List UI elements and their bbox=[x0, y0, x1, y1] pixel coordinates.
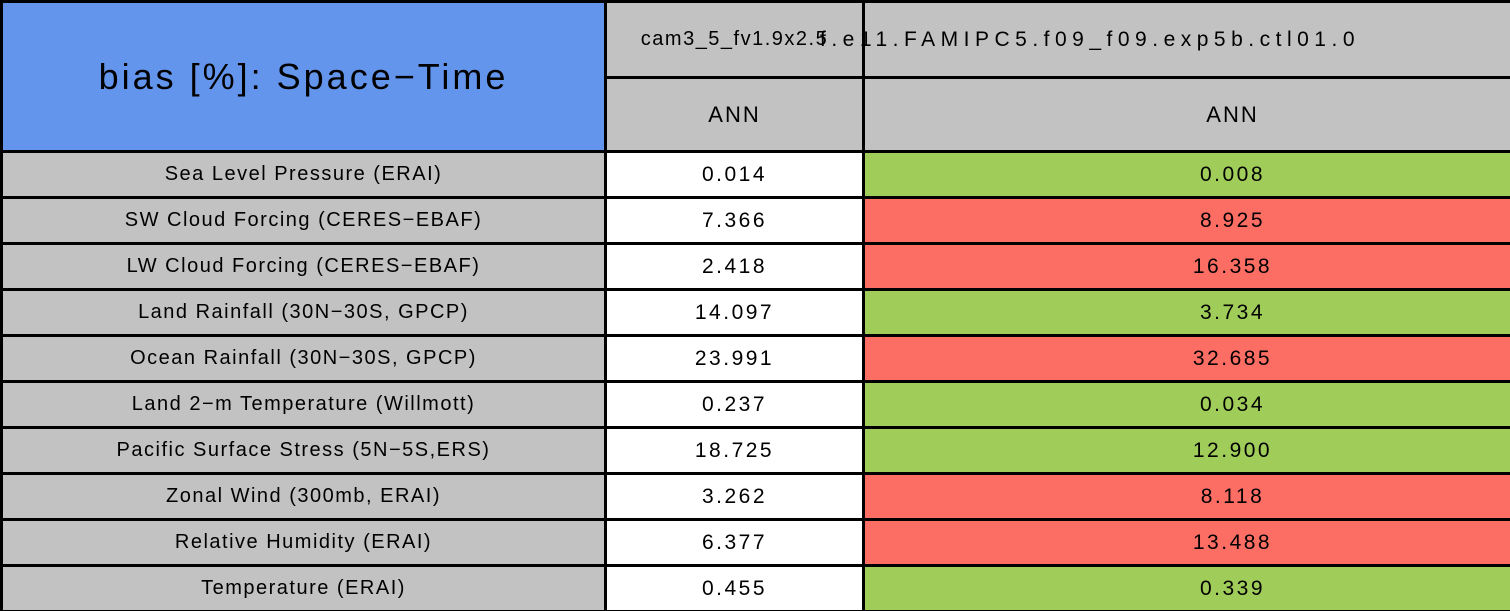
column-subheader-season-2: ANN bbox=[862, 76, 1510, 153]
column-header-model-2-label: f.e11.FAMIPC5.f09_f09.exp5b.ctl01.0 bbox=[820, 27, 1360, 51]
table-row: Relative Humidity (ERAI) 6.377 13.488 bbox=[0, 518, 1510, 567]
metric-label: Land Rainfall (30N−30S, GPCP) bbox=[0, 288, 607, 337]
value-cell-case1: 3.262 bbox=[604, 472, 865, 521]
value-cell-case1: 7.366 bbox=[604, 196, 865, 245]
column-subheader-season-1: ANN bbox=[604, 76, 865, 153]
table-row: SW Cloud Forcing (CERES−EBAF) 7.366 8.92… bbox=[0, 196, 1510, 245]
value-cell-case2: 32.685 bbox=[862, 334, 1510, 383]
table-row: Land 2−m Temperature (Willmott) 0.237 0.… bbox=[0, 380, 1510, 429]
value-cell-case2: 3.734 bbox=[862, 288, 1510, 337]
table-row: Land Rainfall (30N−30S, GPCP) 14.097 3.7… bbox=[0, 288, 1510, 337]
metric-label: LW Cloud Forcing (CERES−EBAF) bbox=[0, 242, 607, 291]
metric-label: Temperature (ERAI) bbox=[0, 564, 607, 611]
value-cell-case2: 12.900 bbox=[862, 426, 1510, 475]
value-cell-case1: 14.097 bbox=[604, 288, 865, 337]
table-row: Ocean Rainfall (30N−30S, GPCP) 23.991 32… bbox=[0, 334, 1510, 383]
table-row: LW Cloud Forcing (CERES−EBAF) 2.418 16.3… bbox=[0, 242, 1510, 291]
metric-label: Relative Humidity (ERAI) bbox=[0, 518, 607, 567]
header-row-seasons: ANN ANN bbox=[2, 76, 1510, 153]
value-cell-case1: 0.237 bbox=[604, 380, 865, 429]
value-cell-case1: 0.455 bbox=[604, 564, 865, 611]
value-cell-case1: 18.725 bbox=[604, 426, 865, 475]
metric-label: SW Cloud Forcing (CERES−EBAF) bbox=[0, 196, 607, 245]
value-cell-case1: 2.418 bbox=[604, 242, 865, 291]
value-cell-case2: 0.008 bbox=[862, 150, 1510, 199]
column-header-model-1: cam3_5_fv1.9x2.5 bbox=[604, 0, 865, 79]
value-cell-case2: 13.488 bbox=[862, 518, 1510, 567]
value-cell-case2: 8.925 bbox=[862, 196, 1510, 245]
table-title: bias [%]: Space−Time bbox=[0, 0, 607, 153]
value-cell-case2: 16.358 bbox=[862, 242, 1510, 291]
value-cell-case1: 23.991 bbox=[604, 334, 865, 383]
metric-label: Ocean Rainfall (30N−30S, GPCP) bbox=[0, 334, 607, 383]
table-row: Zonal Wind (300mb, ERAI) 3.262 8.118 bbox=[0, 472, 1510, 521]
metric-label: Zonal Wind (300mb, ERAI) bbox=[0, 472, 607, 521]
table-row: Temperature (ERAI) 0.455 0.339 bbox=[0, 564, 1510, 611]
table-row: Pacific Surface Stress (5N−5S,ERS) 18.72… bbox=[0, 426, 1510, 475]
value-cell-case1: 0.014 bbox=[604, 150, 865, 199]
value-cell-case2: 8.118 bbox=[862, 472, 1510, 521]
value-cell-case1: 6.377 bbox=[604, 518, 865, 567]
metric-label: Land 2−m Temperature (Willmott) bbox=[0, 380, 607, 429]
metric-label: Pacific Surface Stress (5N−5S,ERS) bbox=[0, 426, 607, 475]
value-cell-case2: 0.339 bbox=[862, 564, 1510, 611]
column-header-model-2: f.e11.FAMIPC5.f09_f09.exp5b.ctl01.0 bbox=[820, 0, 1510, 79]
value-cell-case2: 0.034 bbox=[862, 380, 1510, 429]
header-row-models: bias [%]: Space−Time cam3_5_fv1.9x2.5 f.… bbox=[0, 0, 1510, 153]
table-row: Sea Level Pressure (ERAI) 0.014 0.008 bbox=[0, 150, 1510, 199]
metric-label: Sea Level Pressure (ERAI) bbox=[0, 150, 607, 199]
